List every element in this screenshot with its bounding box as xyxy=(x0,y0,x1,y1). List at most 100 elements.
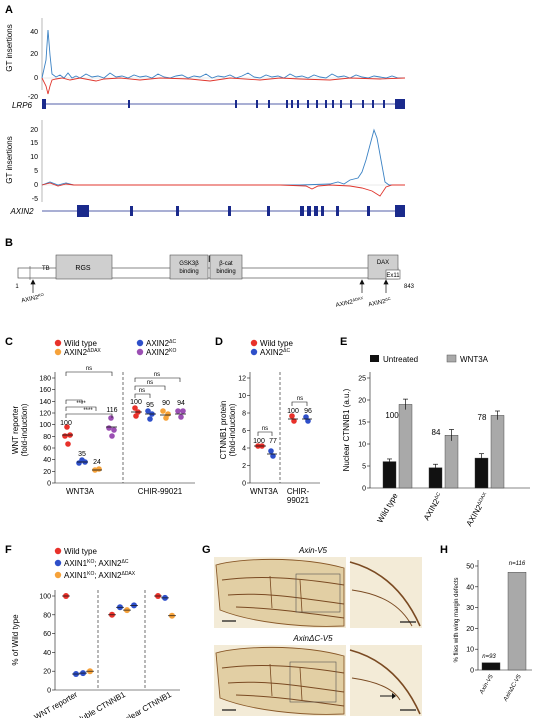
sig-c-ns1: ns xyxy=(139,388,145,394)
domain-ex11: Ex11 xyxy=(386,273,400,279)
marker-ddax: AXIN2ΔDAX xyxy=(335,295,365,309)
wing-zoom-top xyxy=(349,557,422,628)
panel-label-g: G xyxy=(202,544,211,556)
panel-d-group-chir-2: 99021 xyxy=(287,496,310,505)
panel-d-tick-label: 12 xyxy=(238,376,246,383)
panel-h-tick-label: 10 xyxy=(466,647,474,654)
tick-b15: 15 xyxy=(30,140,38,147)
panel-f-ylabel: % of Wild type xyxy=(11,614,20,666)
pct-d-chir-dc: 96 xyxy=(304,408,312,415)
pct-c-chir-ddax: 90 xyxy=(162,400,170,407)
legend-f-wt-dot xyxy=(54,547,62,555)
panel-c-ylabel-2: (fold-induction) xyxy=(20,403,29,456)
panel-label-f: F xyxy=(5,544,12,556)
panel-f-yticks: 100 80 60 40 20 0 xyxy=(39,594,55,695)
panel-e-tick-label: 5 xyxy=(362,464,366,471)
bar xyxy=(398,404,413,489)
panel-d-group-chir: CHIR- xyxy=(287,487,310,496)
cat-e-wt: Wild type xyxy=(375,491,400,524)
panel-d-points xyxy=(254,413,312,459)
cat-f-sol: Soluble CTNNB1 xyxy=(70,690,128,718)
panel-e-yticks: 25 20 15 10 5 0 xyxy=(358,376,370,493)
axin2-domain-map xyxy=(17,254,401,280)
legend-d-wt-dot xyxy=(250,339,258,347)
axin2-sense-trace xyxy=(41,128,405,186)
panel-label-h: H xyxy=(440,544,448,556)
tick-neg20: -20 xyxy=(28,94,38,101)
bar xyxy=(507,572,527,671)
panel-d-yticks: 12 10 8 6 4 2 0 xyxy=(238,376,250,488)
panel-h-tick-label: 0 xyxy=(470,668,474,675)
domain-tb: TB xyxy=(42,266,50,272)
panel-d-tick-label: 0 xyxy=(242,481,246,488)
panel-c-tick-label: 100 xyxy=(39,422,51,429)
panel-f-tick-label: 100 xyxy=(39,594,51,601)
sig-c-ns3: ns xyxy=(154,372,160,378)
panel-h-yticks: 50 40 30 20 10 0 xyxy=(466,564,478,675)
panel-f-tick-label: 60 xyxy=(43,631,51,638)
pct-c-ddax: 24 xyxy=(93,459,101,466)
panel-f-tick-label: 0 xyxy=(47,688,51,695)
panel-f-tick-label: 20 xyxy=(43,669,51,676)
panel-label-d: D xyxy=(215,336,223,348)
panel-c-tick-label: 60 xyxy=(43,446,51,453)
wing-zoom-bottom xyxy=(349,645,422,716)
pct-d-chir-wt: 100 xyxy=(287,408,299,415)
cat-f-wnt: WNT reporter xyxy=(33,690,80,718)
panel-label-b: B xyxy=(5,237,13,249)
cat-e-ddax: AXIN2ΔDAX xyxy=(465,491,491,528)
bar xyxy=(382,461,397,489)
lrp6-sense-trace xyxy=(41,29,405,79)
panel-a-ylabel-top: GT insertions xyxy=(5,24,14,71)
wing-defect-arrow-icon xyxy=(380,693,396,699)
panel-e-tick-label: 15 xyxy=(358,420,366,427)
panel-label-e: E xyxy=(340,336,347,348)
sig-c-1: **** xyxy=(83,408,93,414)
wing-image-bottom xyxy=(214,645,346,716)
panel-h-tick-label: 40 xyxy=(466,584,474,591)
protein-title: AXIN2 xyxy=(196,254,222,264)
tick-20: 20 xyxy=(30,51,38,58)
panel-d-tick-label: 10 xyxy=(238,393,246,400)
panel-h-n1: n=93 xyxy=(482,654,496,660)
panel-c-tick-label: 40 xyxy=(43,457,51,464)
panel-e-bars xyxy=(382,398,505,489)
panel-c-yticks: 180 160 140 120 100 80 60 40 20 0 xyxy=(39,376,55,488)
pct-e-wt: 100 xyxy=(385,411,399,420)
tick-b10: 10 xyxy=(30,154,38,161)
panel-c-tick-label: 160 xyxy=(39,387,51,394)
panel-e-tick-label: 0 xyxy=(362,486,366,493)
panel-c-tick-label: 180 xyxy=(39,376,51,383)
legend-c-ddax: AXIN2ΔDAX xyxy=(64,348,101,357)
lrp6-gene-model xyxy=(42,99,405,109)
panel-f-tick-label: 80 xyxy=(43,612,51,619)
panel-e-ylabel: Nuclear CTNNB1 (a.u.) xyxy=(342,388,351,471)
panel-d-tick-label: 4 xyxy=(242,446,246,453)
panel-h-n2: n=116 xyxy=(509,561,526,567)
panel-e-tick-label: 10 xyxy=(358,442,366,449)
pct-d-dc: 77 xyxy=(269,438,277,445)
domain-rgs: RGS xyxy=(75,265,91,272)
tick-b5: 5 xyxy=(34,168,38,175)
bar xyxy=(474,457,489,489)
legend-d-dc-dot xyxy=(250,348,258,356)
truncation-arrows xyxy=(30,279,389,293)
tick-b0: 0 xyxy=(34,182,38,189)
axin2-antisense-trace xyxy=(41,182,405,197)
panel-label-a: A xyxy=(5,4,13,16)
panel-e-tick-label: 25 xyxy=(358,376,366,383)
pct-e-dc: 84 xyxy=(432,428,441,437)
panel-c-legend xyxy=(54,339,144,356)
protein-start: 1 xyxy=(15,284,19,290)
cat-h-axindc: AxinΔC-V5 xyxy=(502,673,523,703)
tick-b20: 20 xyxy=(30,127,38,134)
legend-d-wt: Wild type xyxy=(260,339,293,348)
panel-h-bars xyxy=(481,572,527,671)
sig-d-a: ns xyxy=(262,426,268,432)
tick-bneg5: -5 xyxy=(32,196,38,203)
panel-c-axis xyxy=(54,372,195,484)
panel-a-top-axis: 40 20 0 -20 xyxy=(28,18,405,101)
bar xyxy=(490,415,505,489)
domain-dax: DAX xyxy=(377,260,389,266)
